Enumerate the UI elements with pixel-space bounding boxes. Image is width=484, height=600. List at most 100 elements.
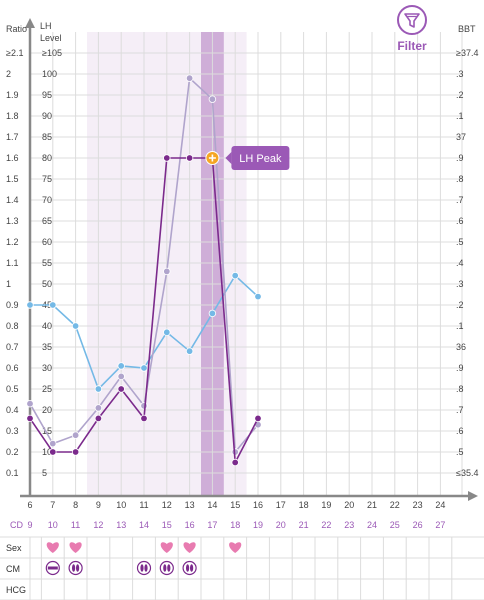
bbt-tick-label: 37 — [456, 132, 466, 142]
cd-value: 23 — [344, 520, 354, 530]
ratio-tick-label: 0.9 — [6, 300, 19, 310]
cd-value: 24 — [367, 520, 377, 530]
x-tick-label: 24 — [435, 500, 445, 510]
cd-value: 26 — [413, 520, 423, 530]
lh-tick-label: 100 — [42, 69, 57, 79]
bbt-point — [231, 271, 239, 280]
bbt-tick-label: .7 — [456, 405, 464, 415]
x-axis-arrow — [468, 491, 478, 501]
bbt-tick-label: .9 — [456, 153, 464, 163]
lh-tick-label: 55 — [42, 258, 52, 268]
ratio-tick-label: 1.8 — [6, 111, 19, 121]
lh-point — [140, 414, 148, 423]
ratio-tick-label: 1.9 — [6, 90, 19, 100]
lh-point — [185, 154, 194, 162]
x-tick-label: 13 — [185, 500, 195, 510]
bbt-tick-label: .6 — [456, 426, 464, 436]
lh-axis-title-line2: Level — [40, 33, 62, 43]
cd-value: 14 — [139, 520, 149, 530]
x-tick-label: 17 — [276, 500, 286, 510]
row-label-hcg: HCG — [6, 585, 26, 595]
lh-tick-label: 60 — [42, 237, 52, 247]
cd-value: 9 — [27, 520, 32, 530]
cm-sticky-icon — [159, 560, 174, 576]
lh-tick-label: 30 — [42, 363, 52, 373]
lh-peak-plus — [208, 154, 216, 162]
ratio-point — [208, 95, 217, 103]
cd-value: 18 — [230, 520, 240, 530]
bbt-tick-label: .5 — [456, 237, 464, 247]
lh-tick-label: 95 — [42, 90, 52, 100]
bbt-tick-label: .5 — [456, 447, 464, 457]
cd-value: 15 — [162, 520, 172, 530]
lh-tick-label: 15 — [42, 426, 52, 436]
x-tick-label: 23 — [413, 500, 423, 510]
lh-point — [254, 414, 262, 423]
cd-value: 19 — [253, 520, 263, 530]
bbt-tick-label: 36 — [456, 342, 466, 352]
lh-peak-callout-tip — [225, 152, 232, 164]
lh-tick-label: 85 — [42, 132, 52, 142]
bbt-point — [71, 322, 80, 330]
cd-value: 10 — [48, 520, 58, 530]
bbt-point — [117, 362, 125, 370]
cd-value: 13 — [116, 520, 126, 530]
x-tick-label: 15 — [230, 500, 240, 510]
filter-label: Filter — [397, 39, 427, 53]
ratio-tick-label: 1.4 — [6, 195, 19, 205]
heart-icon — [183, 542, 196, 553]
row-label-sex: Sex — [6, 543, 22, 553]
cd-value: 17 — [207, 520, 217, 530]
cm-sticky-icon — [68, 560, 83, 576]
lh-tick-label: ≥105 — [42, 48, 62, 58]
cd-row-label: CD — [10, 520, 23, 530]
ratio-tick-label: ≥2.1 — [6, 48, 23, 58]
lh-point — [26, 414, 34, 423]
lh-tick-label: 10 — [42, 447, 52, 457]
bbt-point — [94, 385, 103, 393]
x-tick-label: 18 — [299, 500, 309, 510]
row-label-cm: CM — [6, 564, 20, 574]
ratio-tick-label: 1.1 — [6, 258, 19, 268]
bbt-tick-label: .6 — [456, 216, 464, 226]
lh-tick-label: 25 — [42, 384, 52, 394]
lh-tick-label: 5 — [42, 468, 47, 478]
ratio-tick-label: 2 — [6, 69, 11, 79]
lh-tick-label: 65 — [42, 216, 52, 226]
lh-point — [117, 385, 125, 393]
lh-peak-label: LH Peak — [239, 153, 282, 165]
x-tick-label: 20 — [344, 500, 354, 510]
x-tick-label: 21 — [367, 500, 377, 510]
ratio-point — [26, 400, 34, 408]
lh-tick-label: 50 — [42, 279, 52, 289]
lh-peak-callout — [231, 146, 290, 170]
cd-value: 25 — [390, 520, 400, 530]
ratio-tick-label: 1.2 — [6, 237, 19, 247]
ratio-point — [117, 372, 125, 381]
x-tick-label: 14 — [207, 500, 217, 510]
ratio-point — [94, 404, 103, 412]
bbt-tick-label: .1 — [456, 111, 464, 121]
x-tick-label: 10 — [116, 500, 126, 510]
ratio-point — [49, 439, 57, 448]
bbt-tick-label: .8 — [456, 384, 464, 394]
lh-point — [231, 458, 239, 467]
x-tick-label: 9 — [96, 500, 101, 510]
bbt-tick-label: .4 — [456, 258, 464, 268]
heart-icon — [69, 542, 82, 553]
cd-value: 12 — [93, 520, 103, 530]
cd-value: 21 — [299, 520, 309, 530]
bbt-point — [163, 328, 171, 336]
cd-value: 22 — [321, 520, 331, 530]
x-tick-label: 7 — [50, 500, 55, 510]
lh-point — [71, 448, 80, 456]
lh-axis-title-line1: LH — [40, 21, 52, 31]
filter-button[interactable]: Filter — [394, 4, 430, 53]
ratio-axis-title: Ratio — [6, 24, 27, 34]
ratio-tick-label: 0.2 — [6, 447, 19, 457]
ratio-tick-label: 0.3 — [6, 426, 19, 436]
ratio-tick-label: 1.6 — [6, 153, 19, 163]
lh-point — [49, 448, 57, 456]
y-axis-arrow — [25, 18, 35, 28]
